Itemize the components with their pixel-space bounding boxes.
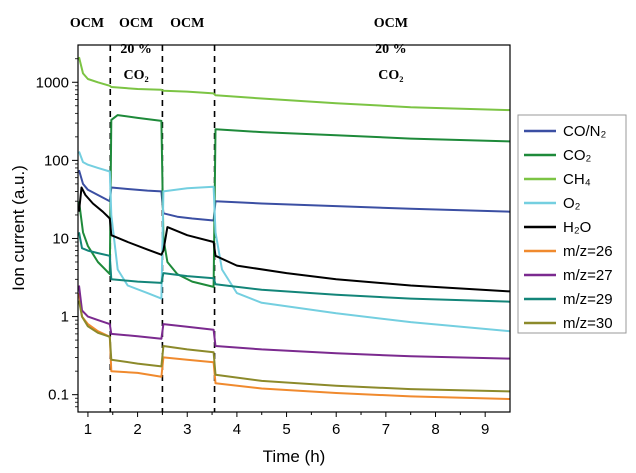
legend-label-5: m/z=26 [563, 243, 613, 260]
phase-label-1-line-2: CO₂ [123, 68, 148, 83]
legend-label-4: H₂O [563, 219, 591, 236]
plot-frame [77, 44, 511, 413]
series-line-7 [78, 232, 511, 303]
legend-label-1: CO₂ [563, 147, 592, 164]
series-line-8 [78, 300, 511, 393]
series-line-4 [78, 186, 511, 293]
y-tick-label-3: 100 [44, 152, 69, 169]
legend-label-8: m/z=30 [563, 315, 613, 332]
legend-label-2: CH₄ [563, 171, 591, 188]
y-axis: 0.1 1 10 100 1000 [36, 58, 78, 408]
phase-label-1-line-1: 20 % [120, 42, 152, 57]
x-tick-label-6: 7 [382, 421, 390, 438]
x-tick-label-2: 3 [183, 421, 191, 438]
x-axis: 1 2 3 4 5 6 7 8 9 [84, 412, 489, 438]
x-tick-label-7: 8 [431, 421, 439, 438]
phase-labels: OCM OCM 20 % CO₂ OCM OCM 20 % CO₂ [70, 16, 408, 83]
legend: CO/N₂ CO₂ CH₄ O₂ H₂O m/z=26 m/z=27 m/z=29 m/z=30 [517, 114, 627, 334]
series-line-1 [78, 114, 511, 288]
x-tick-label-4: 5 [282, 421, 290, 438]
legend-label-3: O₂ [563, 195, 581, 212]
legend-label-0: CO/N₂ [563, 123, 607, 140]
phase-label-3-line-2: CO₂ [378, 68, 403, 83]
series-line-3 [78, 151, 511, 333]
phase-label-3-line-0: OCM [374, 16, 408, 31]
x-tick-label-0: 1 [84, 421, 92, 438]
series-line-0 [78, 169, 511, 222]
series-line-6 [78, 285, 511, 360]
x-tick-label-8: 9 [481, 421, 489, 438]
series-line-2 [78, 56, 511, 112]
phase-label-3-line-1: 20 % [375, 42, 407, 57]
y-tick-label-0: 0.1 [48, 387, 69, 404]
y-tick-label-1: 1 [61, 309, 69, 326]
legend-label-7: m/z=29 [563, 291, 613, 308]
y-tick-label-4: 1000 [36, 74, 69, 91]
y-axis-title: Ion current (a.u.) [9, 165, 28, 291]
series-layer [78, 56, 511, 400]
x-tick-label-5: 6 [332, 421, 340, 438]
series-line-5 [78, 292, 511, 400]
x-tick-label-3: 4 [233, 421, 241, 438]
phase-label-0-line-0: OCM [70, 16, 104, 31]
y-tick-label-2: 10 [52, 230, 69, 247]
phase-label-2-line-0: OCM [170, 16, 204, 31]
x-axis-title: Time (h) [263, 447, 326, 466]
legend-label-6: m/z=27 [563, 267, 613, 284]
x-tick-label-1: 2 [133, 421, 141, 438]
phase-label-1-line-0: OCM [119, 16, 153, 31]
legend-box [517, 114, 627, 334]
